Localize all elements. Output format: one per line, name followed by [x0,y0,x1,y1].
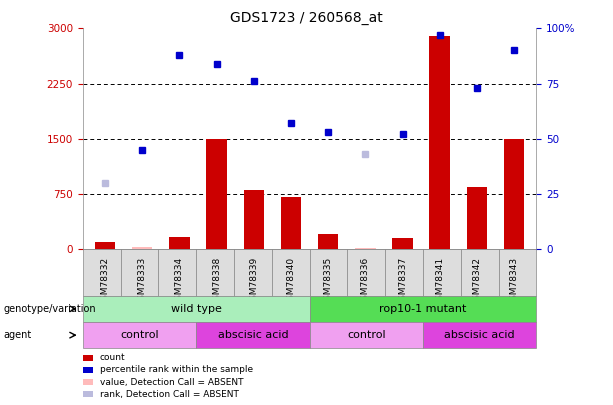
Bar [281,197,301,249]
Bar [132,247,153,249]
Bar [95,242,115,249]
Bar [169,237,189,249]
Bar [243,190,264,249]
Text: abscisic acid: abscisic acid [444,330,515,340]
Text: control: control [120,330,159,340]
Text: value, Detection Call = ABSENT: value, Detection Call = ABSENT [100,377,243,387]
Text: wild type: wild type [171,304,221,314]
Text: rank, Detection Call = ABSENT: rank, Detection Call = ABSENT [100,390,239,399]
Bar [430,36,450,249]
Bar [318,234,338,249]
Text: genotype/variation: genotype/variation [3,304,96,314]
Text: count: count [100,353,126,362]
Bar [392,238,413,249]
Text: GDS1723 / 260568_at: GDS1723 / 260568_at [230,11,383,26]
Bar [466,187,487,249]
Bar [504,139,524,249]
Text: percentile rank within the sample: percentile rank within the sample [100,365,253,375]
Bar [355,247,376,249]
Text: control: control [347,330,386,340]
Text: abscisic acid: abscisic acid [218,330,288,340]
Text: rop10-1 mutant: rop10-1 mutant [379,304,466,314]
Bar [207,139,227,249]
Text: agent: agent [3,330,31,340]
